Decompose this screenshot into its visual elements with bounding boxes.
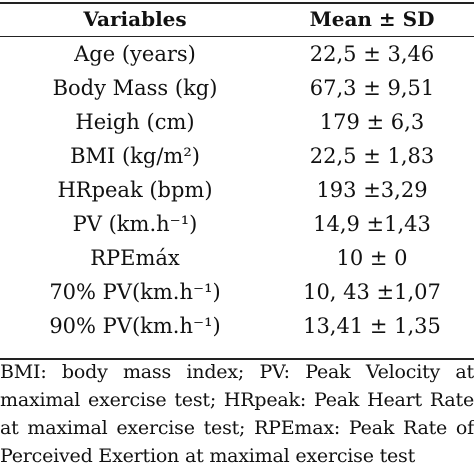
- table-header-row: Variables Mean ± SD: [0, 2, 474, 36]
- table-row: RPEmáx 10 ± 0: [0, 241, 474, 275]
- table-header-rule: [0, 36, 474, 37]
- row-value: 179 ± 6,3: [319, 110, 425, 134]
- row-value: 22,5 ± 1,83: [309, 144, 435, 168]
- row-variable: BMI (kg/m²): [70, 144, 200, 168]
- row-variable: PV (km.h⁻¹): [72, 212, 198, 236]
- table-row: BMI (kg/m²) 22,5 ± 1,83: [0, 139, 474, 173]
- row-value: 10, 43 ±1,07: [303, 280, 441, 304]
- table-row: Heigh (cm) 179 ± 6,3: [0, 105, 474, 139]
- header-mean-sd: Mean ± SD: [309, 7, 435, 31]
- row-value: 22,5 ± 3,46: [309, 42, 435, 66]
- row-variable: Heigh (cm): [75, 110, 195, 134]
- table-row: 90% PV(km.h⁻¹) 13,41 ± 1,35: [0, 309, 474, 343]
- table-footnote: BMI: body mass index; PV: Peak Velocity …: [0, 358, 474, 470]
- footnote-line: maximal exercise test; HRpeak: Peak Hear…: [0, 389, 474, 411]
- row-value: 13,41 ± 1,35: [303, 314, 441, 338]
- table-row: Body Mass (kg) 67,3 ± 9,51: [0, 71, 474, 105]
- row-variable: RPEmáx: [90, 246, 180, 270]
- row-value: 67,3 ± 9,51: [309, 76, 435, 100]
- header-variables: Variables: [83, 7, 187, 31]
- table-row: 70% PV(km.h⁻¹) 10, 43 ±1,07: [0, 275, 474, 309]
- table-bottom-rule: [0, 358, 474, 360]
- table-top-rule: [0, 2, 474, 4]
- table-row: PV (km.h⁻¹) 14,9 ±1,43: [0, 207, 474, 241]
- footnote-line: Perceived Exertion at maximal exercise t…: [0, 445, 416, 467]
- row-value: 10 ± 0: [336, 246, 408, 270]
- row-value: 193 ±3,29: [316, 178, 428, 202]
- row-variable: 70% PV(km.h⁻¹): [49, 280, 221, 304]
- row-value: 14,9 ±1,43: [313, 212, 431, 236]
- footnote-line: at maximal exercise test; RPEmax: Peak R…: [0, 417, 474, 439]
- row-variable: 90% PV(km.h⁻¹): [49, 314, 221, 338]
- row-variable: HRpeak (bpm): [57, 178, 213, 202]
- row-variable: Age (years): [74, 42, 196, 66]
- table-row: Age (years) 22,5 ± 3,46: [0, 37, 474, 71]
- row-variable: Body Mass (kg): [52, 76, 218, 100]
- footnote-line: BMI: body mass index; PV: Peak Velocity …: [0, 361, 474, 383]
- table-row: HRpeak (bpm) 193 ±3,29: [0, 173, 474, 207]
